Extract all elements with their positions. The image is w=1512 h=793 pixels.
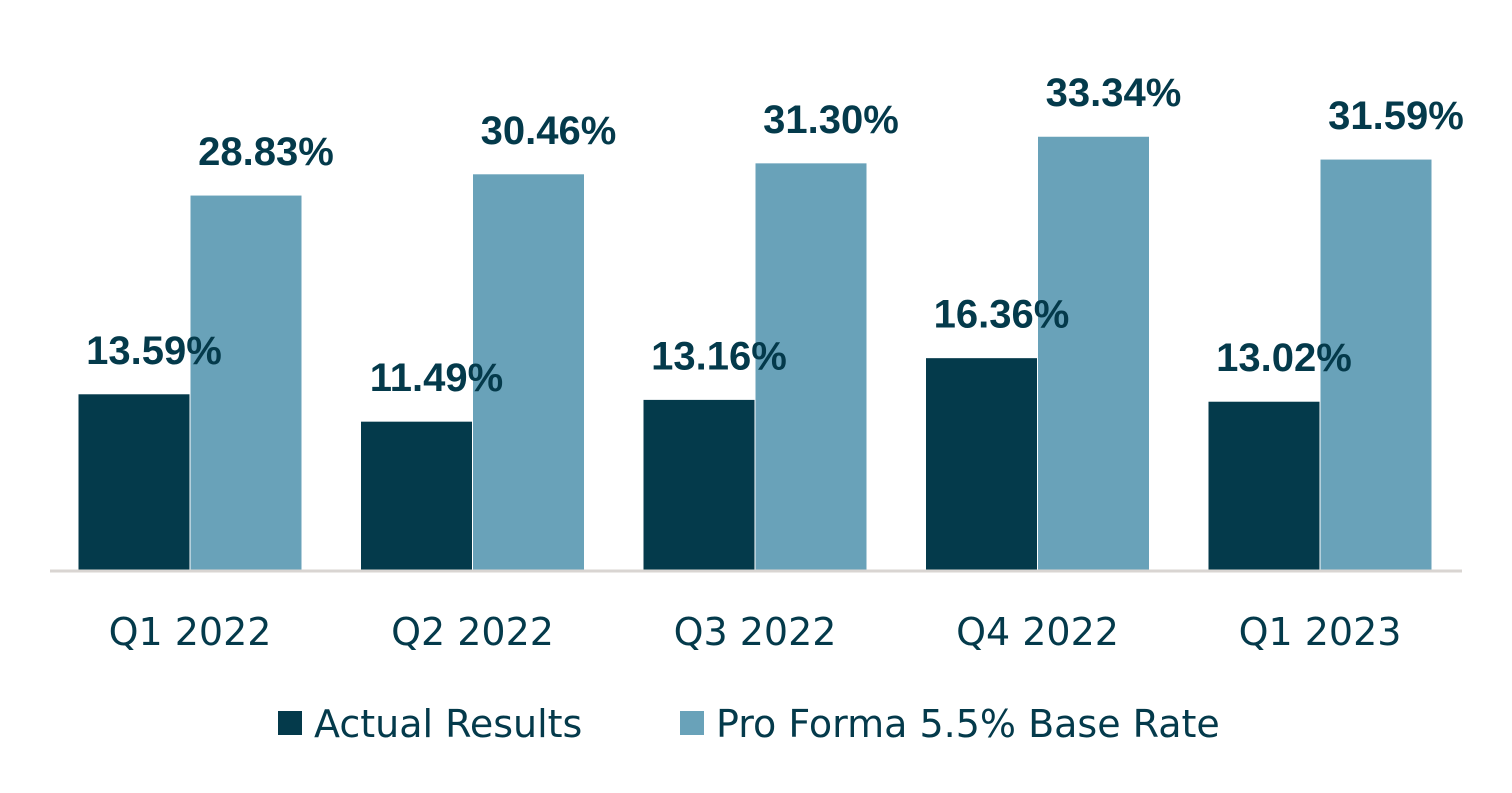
- data-label-actual-results-q2-2022: 11.49%: [370, 356, 503, 400]
- legend-swatch-pro-forma: [680, 711, 704, 735]
- category-label-q4-2022: Q4 2022: [956, 610, 1119, 654]
- legend-label-actual-results: Actual Results: [314, 702, 582, 746]
- bar-actual-results-q1-2023: [1207, 400, 1321, 572]
- data-label-pro-forma-5-5-base-rate-q3-2022: 31.30%: [763, 98, 899, 142]
- data-label-actual-results-q1-2022: 13.59%: [86, 329, 222, 373]
- legend: Actual Results Pro Forma 5.5% Base Rate: [278, 702, 1220, 746]
- bar-actual-results-q3-2022: [642, 398, 756, 572]
- category-label-q3-2022: Q3 2022: [674, 610, 837, 654]
- bar-actual-results-q1-2022: [77, 393, 191, 572]
- bar-actual-results-q4-2022: [925, 357, 1038, 572]
- bars: [77, 135, 1433, 572]
- data-label-pro-forma-5-5-base-rate-q1-2022: 28.83%: [198, 130, 334, 174]
- data-label-pro-forma-5-5-base-rate-q4-2022: 33.34%: [1046, 71, 1182, 115]
- category-label-q2-2022: Q2 2022: [391, 610, 554, 654]
- bar-pro-forma-5-5-base-rate-q3-2022: [754, 162, 868, 572]
- data-label-pro-forma-5-5-base-rate-q2-2022: 30.46%: [481, 109, 617, 153]
- data-label-actual-results-q3-2022: 13.16%: [651, 334, 787, 378]
- bar-pro-forma-5-5-base-rate-q4-2022: [1037, 135, 1150, 572]
- category-labels: Q1 2022 Q2 2022 Q3 2022 Q4 2022 Q1 2023: [109, 610, 1402, 654]
- category-label-q1-2022: Q1 2022: [109, 610, 272, 654]
- data-label-actual-results-q4-2022: 16.36%: [934, 293, 1070, 337]
- bar-pro-forma-5-5-base-rate-q2-2022: [472, 173, 585, 572]
- bar-actual-results-q2-2022: [360, 420, 473, 572]
- data-labels: 13.59% 28.83% 11.49% 30.46% 13.16% 31.30% 16.3…: [86, 71, 1464, 400]
- bar-pro-forma-5-5-base-rate-q1-2023: [1319, 158, 1433, 572]
- data-label-actual-results-q1-2023: 13.02%: [1216, 336, 1352, 380]
- data-label-pro-forma-5-5-base-rate-q1-2023: 31.59%: [1328, 94, 1464, 138]
- legend-label-pro-forma: Pro Forma 5.5% Base Rate: [716, 702, 1220, 746]
- category-label-q1-2023: Q1 2023: [1239, 610, 1402, 654]
- legend-swatch-actual-results: [278, 711, 302, 735]
- bar-pro-forma-5-5-base-rate-q1-2022: [189, 194, 303, 572]
